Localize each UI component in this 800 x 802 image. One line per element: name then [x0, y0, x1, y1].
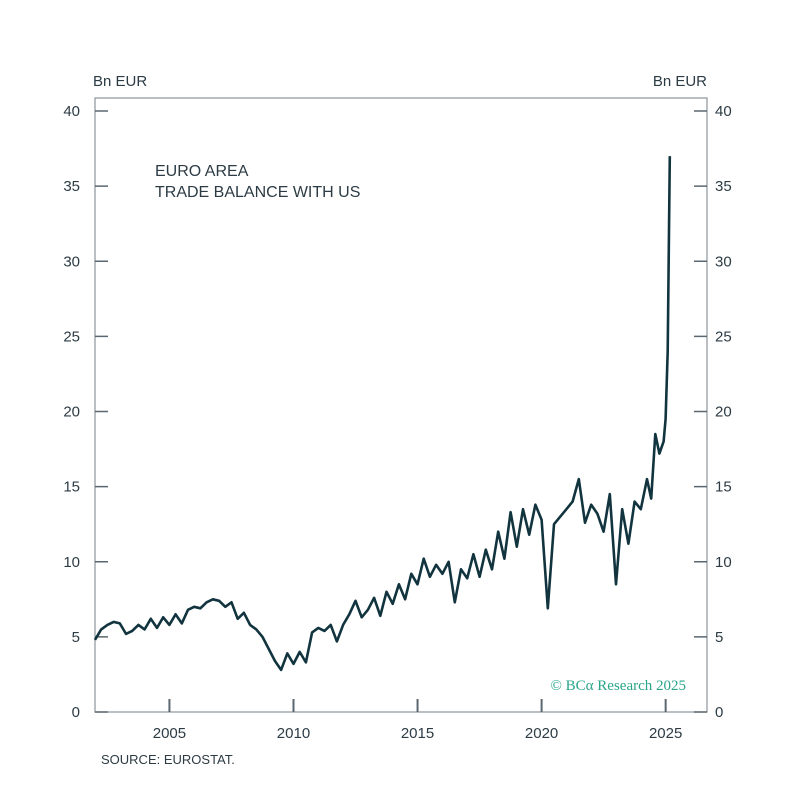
y-tick-label-right: 0	[715, 704, 723, 721]
y-tick-label-right: 25	[715, 328, 732, 345]
x-tick-label: 2020	[525, 725, 558, 742]
y-axis-label-right: Bn EUR	[653, 73, 707, 90]
y-tick-label-left: 35	[63, 178, 80, 195]
y-tick-label-left: 30	[63, 253, 80, 270]
y-tick-label-right: 30	[715, 253, 732, 270]
y-tick-label-right: 20	[715, 404, 732, 421]
chart-title-line-2: TRADE BALANCE WITH US	[155, 184, 360, 201]
y-tick-label-right: 35	[715, 178, 732, 195]
y-tick-label-left: 0	[72, 704, 80, 721]
plot-frame	[94, 97, 708, 713]
y-tick-label-left: 15	[63, 479, 80, 496]
y-tick-label-left: 5	[72, 629, 80, 646]
y-tick-label-left: 40	[63, 103, 80, 120]
series-line	[93, 156, 672, 672]
y-tick-label-left: 10	[63, 554, 80, 571]
y-axis-label-left: Bn EUR	[93, 73, 147, 90]
x-tick-label: 2015	[401, 725, 434, 742]
y-tick-label-left: 20	[63, 404, 80, 421]
y-tick-label-right: 40	[715, 103, 732, 120]
watermark: © BCα Research 2025	[551, 678, 686, 694]
chart-title-line-1: EURO AREA	[155, 163, 249, 180]
y-tick-label-right: 10	[715, 554, 732, 571]
x-tick-label: 2005	[153, 725, 186, 742]
x-tick-label: 2010	[277, 725, 310, 742]
y-tick-label-left: 25	[63, 328, 80, 345]
y-tick-label-right: 15	[715, 479, 732, 496]
source-note: SOURCE: EUROSTAT.	[101, 752, 235, 767]
y-tick-label-right: 5	[715, 629, 723, 646]
x-tick-label: 2025	[649, 725, 682, 742]
